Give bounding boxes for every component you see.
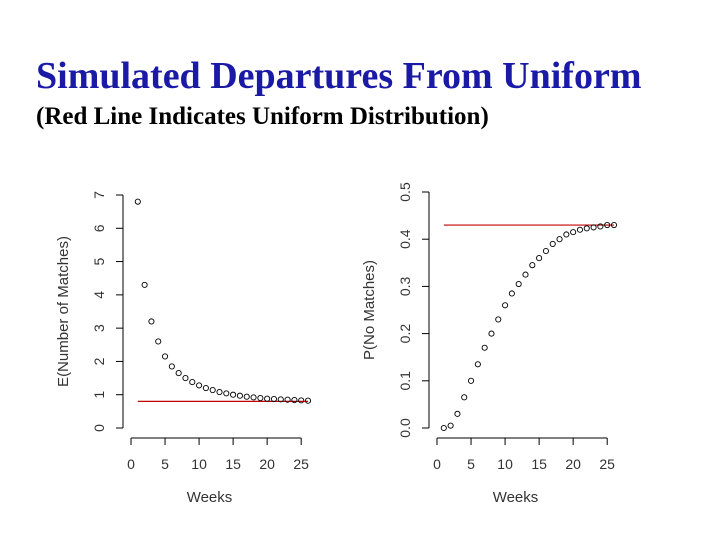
- data-point: [536, 255, 543, 262]
- data-point: [556, 236, 563, 243]
- data-point: [454, 410, 461, 417]
- data-point: [583, 225, 590, 232]
- data-point: [236, 392, 243, 399]
- x-tick-label: 5: [161, 456, 169, 472]
- y-tick-label: 0.1: [397, 371, 413, 391]
- data-point: [570, 229, 577, 236]
- y-tick-label: 0.5: [397, 182, 413, 202]
- x-tick-label: 15: [225, 456, 241, 472]
- data-point: [141, 281, 148, 288]
- data-point: [243, 393, 250, 400]
- data-point: [284, 396, 291, 403]
- data-point: [304, 397, 312, 404]
- x-tick-label: 25: [293, 456, 309, 472]
- data-point: [223, 390, 230, 397]
- data-point: [277, 396, 284, 403]
- y-tick-label: 0: [91, 424, 107, 432]
- data-point: [610, 221, 618, 229]
- data-point: [230, 391, 237, 398]
- data-point: [481, 344, 488, 351]
- x-tick-label: 0: [127, 456, 135, 472]
- y-axis-label: E(Number of Matches): [55, 236, 72, 387]
- data-point: [155, 338, 162, 345]
- y-tick-label: 0.2: [397, 324, 413, 344]
- chart-prob-no-matches: 0 5 10 15 20 25 Weeks 0.0 0.1 0.2 0.3 0.4 0.5 P(No Ma…: [361, 182, 618, 506]
- data-point: [542, 247, 549, 255]
- x-axis-label: Weeks: [187, 489, 233, 506]
- chart-expected-matches: 0 5 10 15 20 25 Weeks 0 1 2 3 4 5 6 7 E(Number of Match…: [55, 191, 312, 506]
- data-point: [563, 231, 570, 238]
- data-point: [461, 394, 468, 401]
- y-tick-label: 6: [91, 224, 107, 232]
- data-point: [467, 377, 475, 384]
- x-tick-label: 15: [531, 456, 547, 472]
- y-tick-label: 1: [91, 391, 107, 399]
- y-axis-label: P(No Matches): [361, 260, 378, 360]
- data-point: [447, 422, 454, 429]
- data-point: [134, 198, 141, 205]
- slide-title: Simulated Departures From Uniform: [36, 55, 642, 97]
- data-point: [250, 394, 257, 401]
- data-point: [576, 226, 584, 233]
- data-point: [182, 375, 189, 382]
- data-point: [257, 394, 264, 402]
- y-tick-label: 3: [91, 324, 107, 332]
- data-point: [189, 379, 196, 386]
- data-point: [604, 221, 611, 229]
- y-tick-label: 0.0: [397, 418, 413, 438]
- slide-subtitle: (Red Line Indicates Uniform Distribution…: [36, 103, 489, 130]
- x-tick-label: 20: [565, 456, 581, 472]
- data-point: [291, 396, 298, 404]
- y-tick-label: 0.4: [397, 229, 413, 249]
- data-point: [549, 240, 556, 247]
- data-point: [515, 280, 522, 288]
- x-tick-label: 10: [191, 456, 207, 472]
- x-tick-label: 5: [467, 456, 475, 472]
- data-point: [502, 302, 509, 309]
- data-point: [495, 316, 502, 323]
- data-point: [196, 382, 203, 389]
- y-tick-label: 2: [91, 357, 107, 365]
- x-tick-label: 25: [599, 456, 615, 472]
- data-point: [175, 370, 182, 377]
- y-tick-label: 7: [91, 191, 107, 199]
- data-point: [298, 397, 305, 404]
- data-point: [202, 385, 209, 392]
- x-tick-label: 10: [497, 456, 513, 472]
- data-point: [216, 389, 223, 396]
- y-tick-label: 5: [91, 257, 107, 265]
- data-point: [440, 424, 447, 432]
- data-point: [597, 223, 604, 230]
- data-point: [508, 290, 515, 297]
- x-axis-label: Weeks: [493, 489, 539, 506]
- data-point: [522, 271, 529, 278]
- x-tick-label: 20: [259, 456, 275, 472]
- y-tick-label: 0.3: [397, 276, 413, 296]
- data-point: [209, 387, 216, 394]
- data-point: [529, 262, 536, 269]
- data-point: [264, 395, 271, 402]
- data-point: [270, 395, 278, 403]
- data-point: [161, 353, 169, 360]
- data-point: [148, 318, 155, 325]
- data-point: [474, 361, 481, 368]
- data-point: [590, 224, 597, 231]
- y-tick-label: 4: [91, 291, 107, 299]
- data-point: [168, 363, 175, 370]
- x-tick-label: 0: [433, 456, 441, 472]
- data-point: [488, 330, 495, 337]
